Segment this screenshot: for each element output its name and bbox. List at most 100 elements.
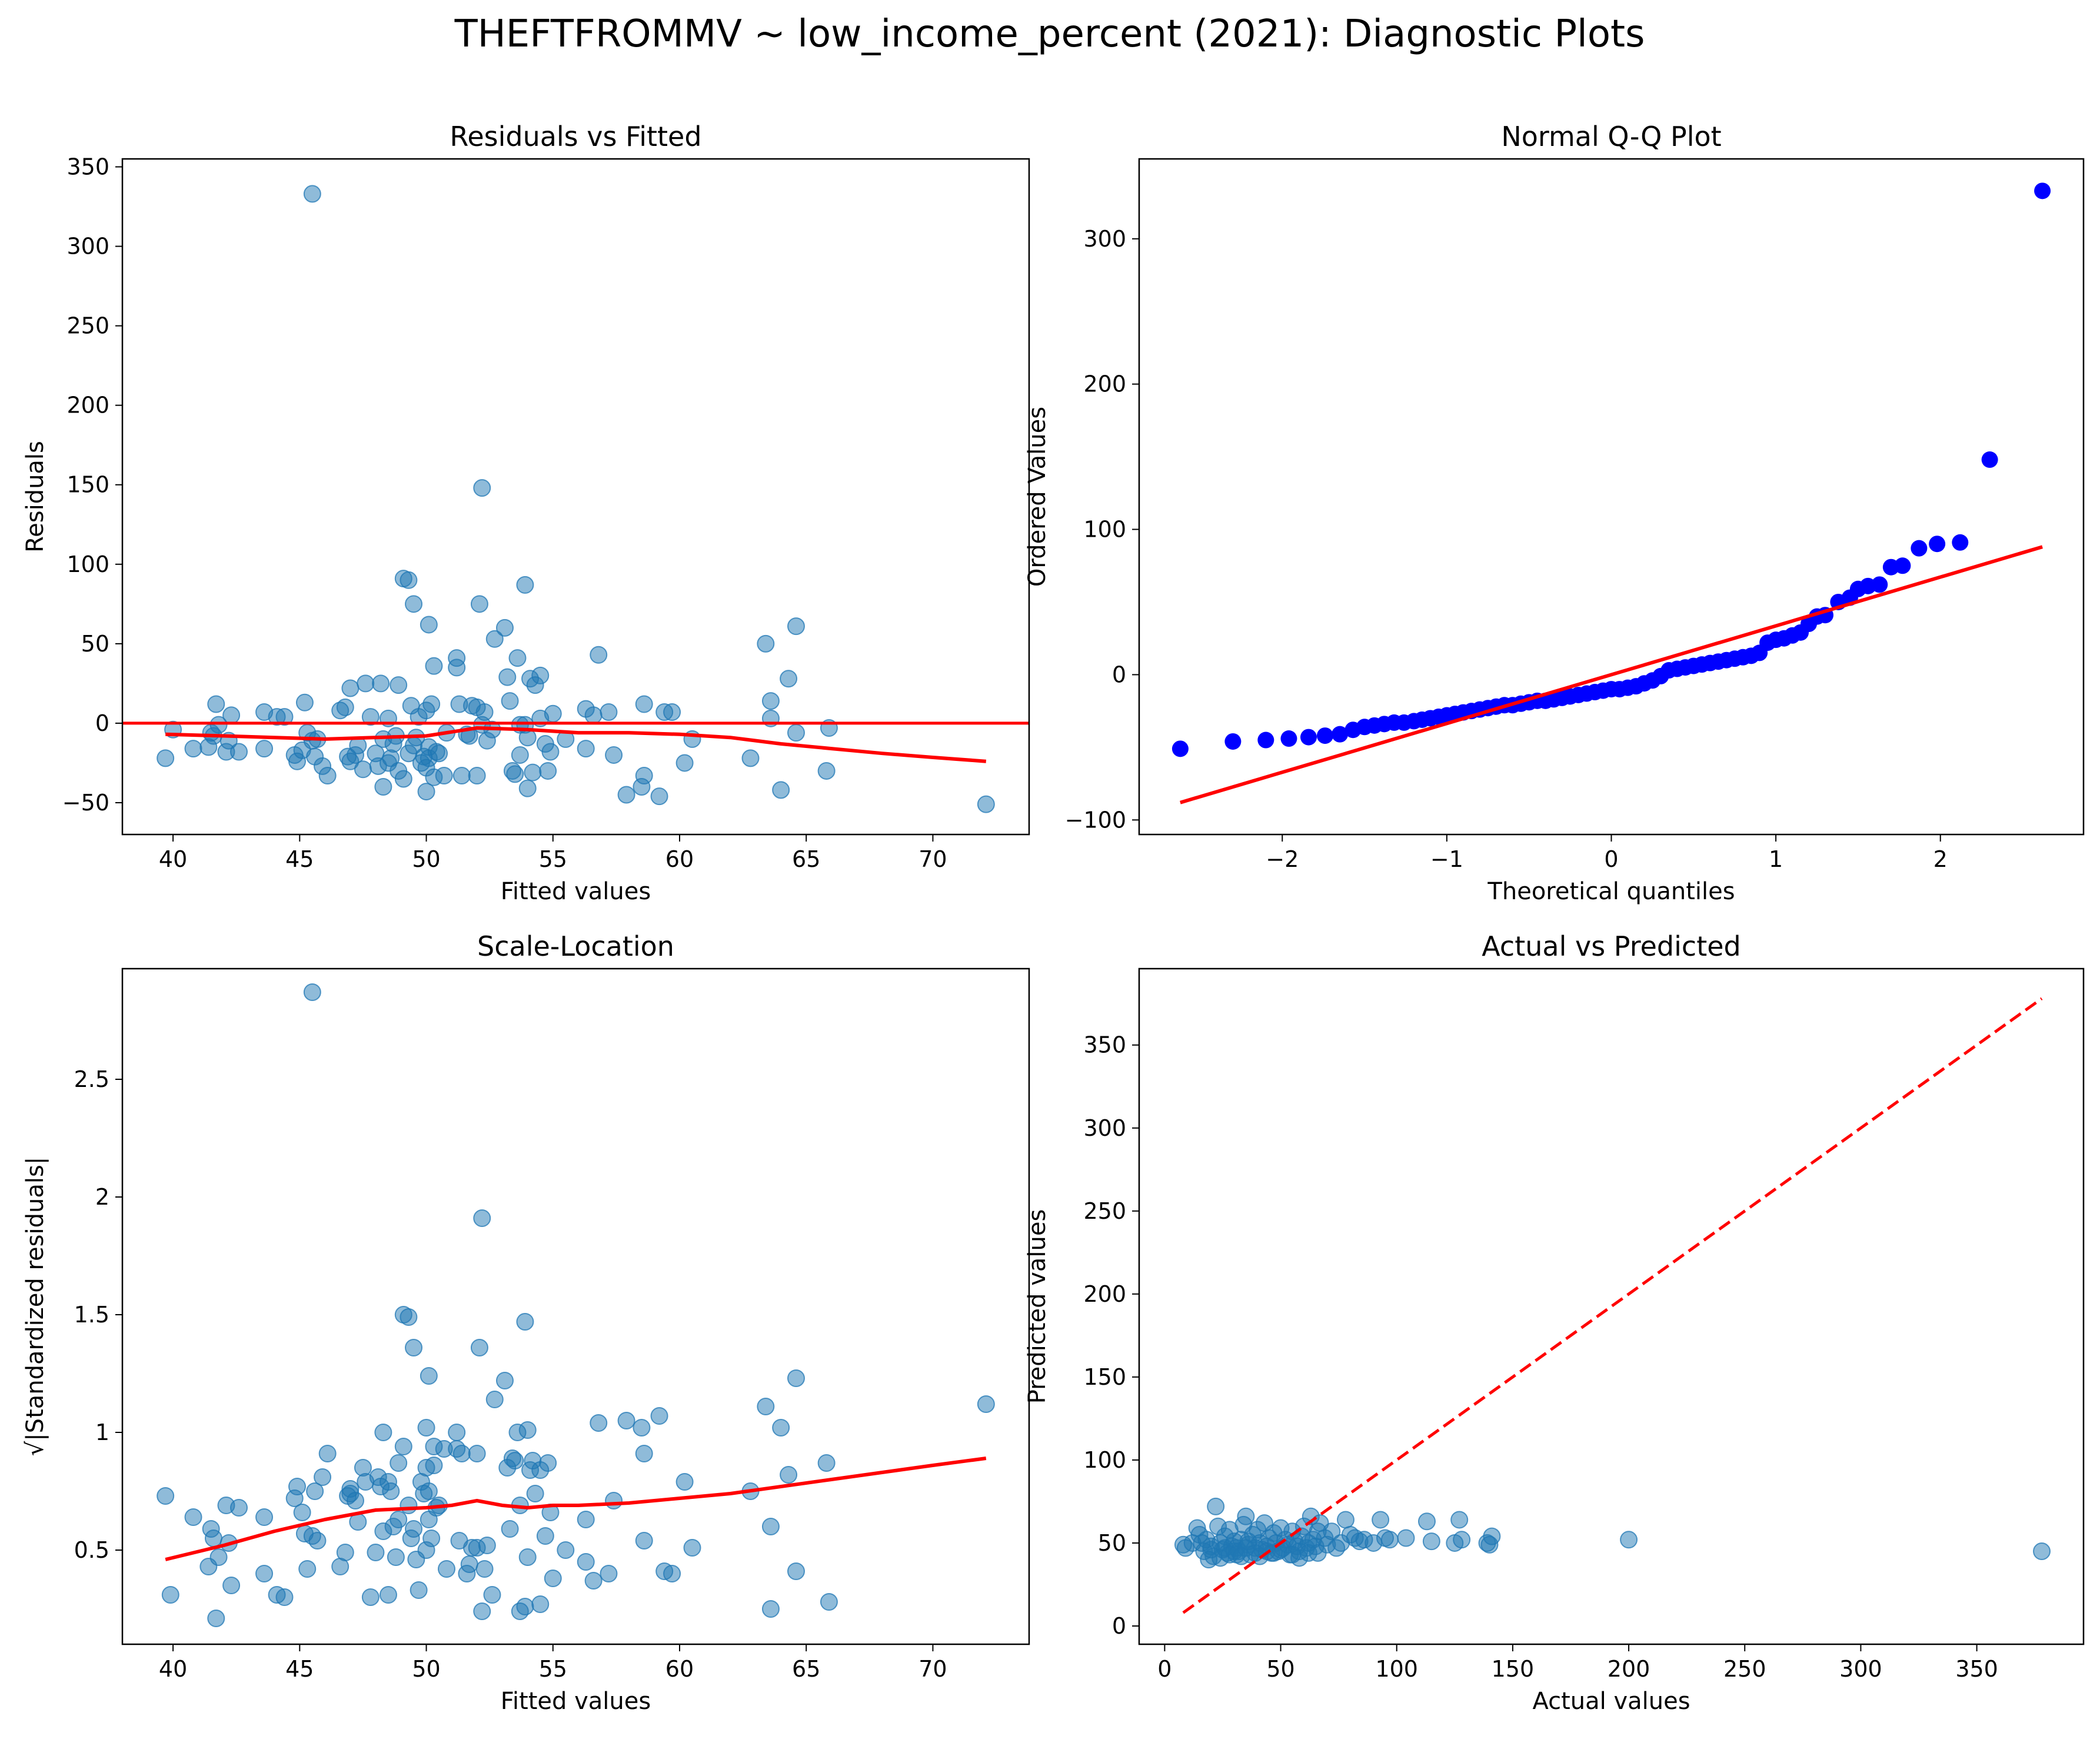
panel-title: Residuals vs Fitted [450,121,701,152]
data-point [390,676,408,694]
data-point [357,674,375,693]
data-point [306,1482,324,1500]
y-tick-label: 0 [95,710,109,736]
y-tick-label: 200 [1083,1281,1126,1307]
data-point [255,1508,274,1526]
data-point [1952,534,1969,551]
data-point [495,1372,514,1389]
data-point [361,1588,380,1606]
data-point [394,1438,412,1455]
data-point [590,1414,608,1432]
data-point [361,708,380,726]
data-point [741,749,760,767]
x-axis-label: Fitted values [501,1688,651,1715]
x-tick-label: 0 [1604,846,1618,872]
data-point [483,1586,501,1604]
data-point [541,743,560,761]
data-point [650,787,668,806]
y-tick-label: 150 [1083,1364,1126,1390]
data-point [485,1391,504,1408]
data-point [400,571,418,589]
data-point [2033,1542,2051,1561]
x-tick-label: 50 [1266,1656,1294,1682]
data-point [473,1209,491,1227]
data-point [1929,536,1946,553]
data-point [473,1602,491,1620]
data-point [817,1454,836,1472]
axes-frame [121,967,1030,1645]
data-point [341,679,360,697]
data-point [390,1511,408,1528]
data-point [437,1560,455,1578]
data-point [417,1419,435,1437]
data-point [314,1468,332,1486]
x-tick-label: 60 [665,846,694,872]
data-point [787,724,805,742]
data-point [1309,1522,1327,1541]
data-point [405,1339,423,1356]
data-point [1483,1527,1501,1545]
trend-line [1180,545,2043,804]
data-point [787,1562,805,1580]
data-point [977,1395,995,1413]
data-point [780,1466,798,1484]
x-tick-label: 150 [1492,1656,1535,1682]
data-point [184,740,202,758]
data-point [1332,726,1349,743]
x-tick-label: 55 [539,1656,567,1682]
data-point [977,795,995,813]
data-point [275,1588,294,1606]
y-tick-label: 200 [66,393,109,418]
data-point [430,744,448,763]
data-point [390,1454,408,1472]
x-tick-label: 1 [1769,846,1783,872]
data-point [787,617,805,636]
data-point [161,1586,179,1604]
data-point [394,770,412,788]
data-point [1172,740,1189,757]
data-point [516,576,534,594]
data-point [633,1419,651,1437]
data-point [222,706,241,724]
y-axis-label: √|Standardized residuals| [22,1157,49,1457]
data-point [475,1560,494,1578]
data-point [400,1497,418,1514]
y-tick-label: 50 [1098,1530,1126,1556]
data-point [531,666,550,684]
data-point [787,1369,805,1387]
y-tick-label: 350 [1083,1032,1126,1058]
data-point [761,1600,780,1618]
data-point [516,1598,534,1615]
data-point [347,1492,365,1509]
data-point [2034,182,2051,199]
data-point [600,703,618,721]
x-tick-label: −2 [1266,846,1299,872]
y-tick-label: 300 [1083,1115,1126,1141]
data-point [452,767,471,785]
data-point [410,1581,428,1599]
data-point [757,634,775,653]
reference-line [1182,997,2043,1614]
data-point [590,646,608,664]
data-point [544,1570,562,1587]
data-point [157,1487,175,1505]
data-point [1237,1507,1255,1525]
x-tick-label: 60 [665,1656,694,1682]
y-tick-label: 150 [66,472,109,498]
data-point [288,1478,307,1495]
data-point [605,1492,623,1509]
data-point [468,1445,486,1462]
y-tick-label: 2.5 [74,1066,109,1092]
data-point [526,1485,544,1502]
data-point [372,674,390,693]
data-point [531,1595,550,1613]
data-point [318,767,337,785]
data-point [1380,1531,1399,1549]
data-point [617,786,635,804]
data-point [367,1544,385,1561]
data-point [400,1308,418,1326]
data-point [1417,1512,1436,1531]
y-tick-label: 300 [1083,226,1126,252]
